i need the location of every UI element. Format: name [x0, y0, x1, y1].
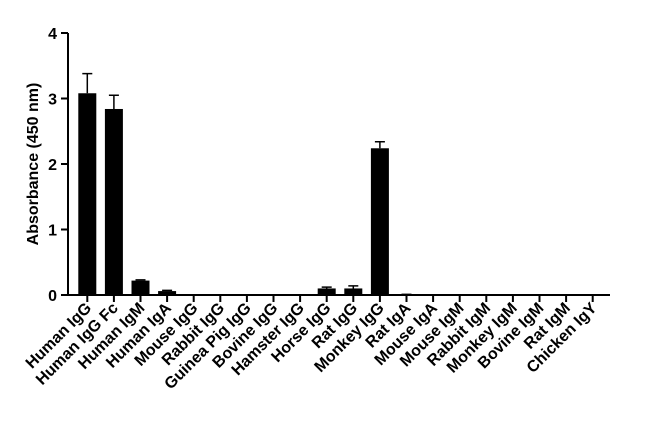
y-tick-label: 2 [48, 157, 57, 174]
bar [317, 288, 336, 295]
bar [158, 291, 177, 295]
error-bar [348, 285, 359, 289]
y-tick-label: 1 [48, 223, 57, 240]
bar [104, 108, 123, 295]
bar [131, 280, 150, 295]
error-bar [108, 94, 119, 109]
y-tick-label: 0 [48, 288, 57, 305]
bar [78, 93, 97, 295]
error-bar [162, 289, 173, 292]
error-bar [321, 286, 332, 289]
error-bar [374, 140, 385, 149]
y-axis-label: Absorbance (450 nm) [25, 83, 42, 246]
bar [370, 148, 389, 295]
error-bar [82, 72, 93, 94]
error-bar [135, 279, 146, 281]
bar [344, 288, 363, 295]
y-tick-label: 3 [48, 92, 57, 109]
y-tick-label: 4 [48, 26, 57, 43]
